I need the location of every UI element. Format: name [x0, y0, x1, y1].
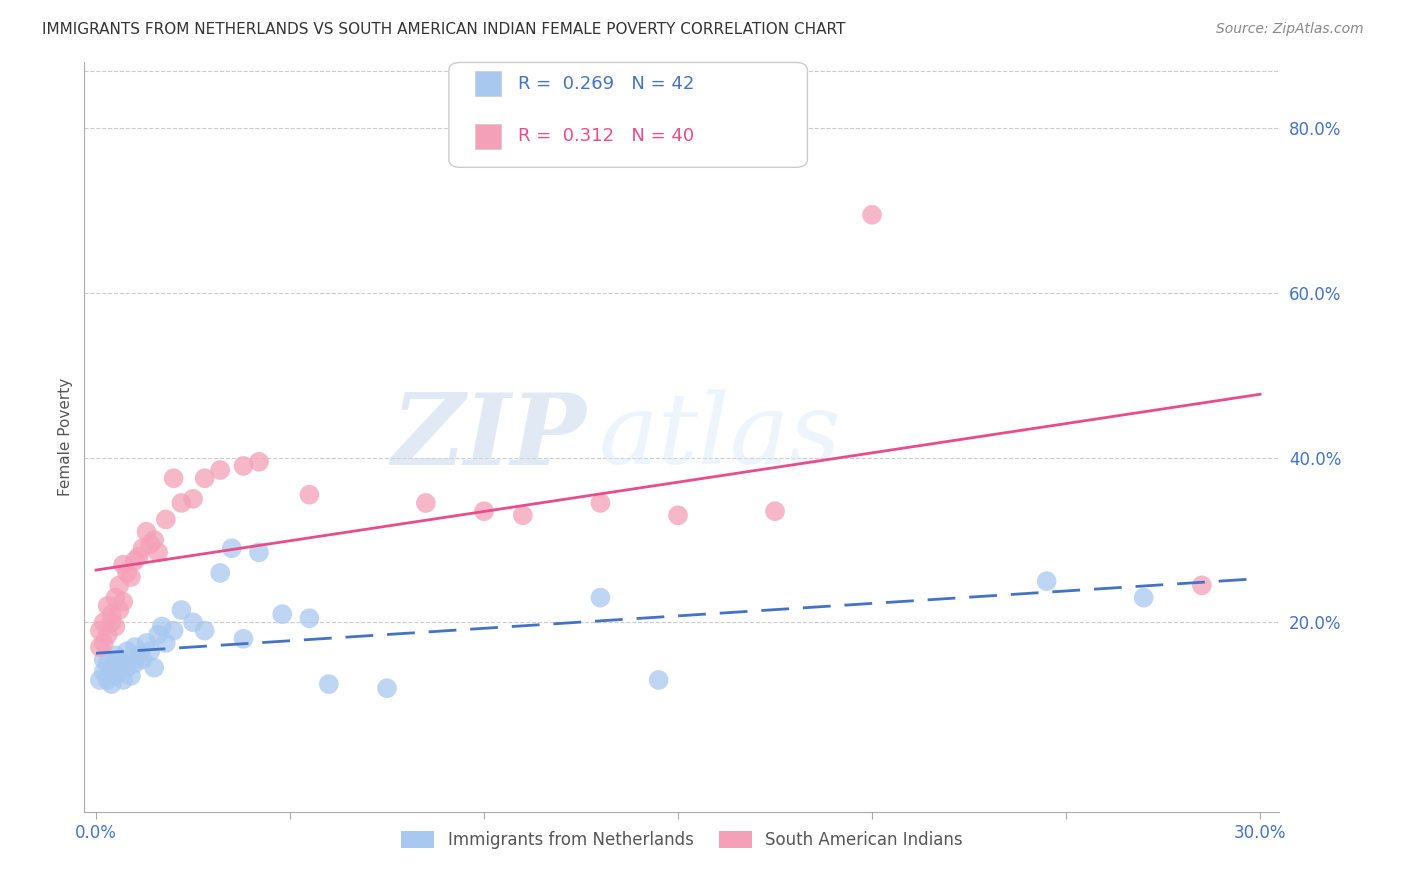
Point: [120, 669, 142, 683]
Point: [298, 488, 321, 502]
Point: [271, 607, 294, 621]
Text: Source: ZipAtlas.com: Source: ZipAtlas.com: [1216, 22, 1364, 37]
Point: [131, 541, 153, 556]
Point: [232, 632, 254, 646]
Text: R =  0.312   N = 40: R = 0.312 N = 40: [519, 128, 695, 145]
Point: [93, 652, 115, 666]
Point: [97, 657, 120, 671]
Point: [143, 533, 166, 547]
Point: [763, 504, 786, 518]
Point: [135, 524, 157, 539]
FancyBboxPatch shape: [475, 71, 502, 96]
Point: [89, 640, 111, 654]
Point: [181, 491, 204, 506]
Point: [194, 624, 217, 638]
Point: [115, 644, 138, 658]
Point: [124, 657, 146, 671]
Point: [860, 208, 883, 222]
Text: atlas: atlas: [599, 390, 841, 484]
Point: [108, 652, 131, 666]
Point: [108, 578, 131, 592]
Point: [1191, 578, 1213, 592]
Text: ZIP: ZIP: [391, 389, 586, 485]
Point: [97, 628, 120, 642]
Point: [666, 508, 689, 523]
Point: [221, 541, 243, 556]
Point: [209, 566, 232, 580]
Point: [131, 652, 153, 666]
Point: [124, 553, 146, 567]
Point: [647, 673, 669, 687]
Point: [143, 660, 166, 674]
Point: [139, 537, 162, 551]
Point: [472, 504, 495, 518]
Point: [100, 677, 122, 691]
Point: [97, 599, 120, 613]
Point: [170, 496, 193, 510]
Point: [112, 558, 135, 572]
Point: [162, 624, 184, 638]
Point: [104, 648, 127, 663]
Text: R =  0.269   N = 42: R = 0.269 N = 42: [519, 75, 695, 93]
Point: [128, 549, 150, 564]
Point: [415, 496, 437, 510]
Point: [104, 619, 127, 633]
Point: [209, 463, 232, 477]
Point: [512, 508, 534, 523]
Point: [375, 681, 398, 696]
Point: [112, 657, 135, 671]
Point: [100, 660, 122, 674]
Point: [155, 512, 177, 526]
Point: [108, 665, 131, 679]
Point: [162, 471, 184, 485]
Point: [146, 545, 169, 559]
Point: [97, 673, 120, 687]
Point: [115, 660, 138, 674]
Point: [89, 624, 111, 638]
Point: [247, 545, 270, 559]
Point: [318, 677, 340, 691]
Point: [104, 591, 127, 605]
Point: [1132, 591, 1154, 605]
Point: [139, 644, 162, 658]
Point: [112, 595, 135, 609]
Point: [120, 570, 142, 584]
Point: [104, 669, 127, 683]
Point: [155, 636, 177, 650]
Point: [170, 603, 193, 617]
Point: [150, 619, 173, 633]
Point: [93, 615, 115, 630]
Point: [232, 458, 254, 473]
Point: [247, 455, 270, 469]
Point: [589, 496, 612, 510]
Point: [181, 615, 204, 630]
Point: [146, 628, 169, 642]
Point: [128, 648, 150, 663]
FancyBboxPatch shape: [475, 124, 502, 149]
Point: [115, 566, 138, 580]
Point: [93, 636, 115, 650]
Point: [93, 665, 115, 679]
Point: [1035, 574, 1057, 589]
Point: [135, 636, 157, 650]
Point: [124, 640, 146, 654]
Point: [108, 603, 131, 617]
Point: [194, 471, 217, 485]
Point: [100, 607, 122, 621]
Point: [589, 591, 612, 605]
Point: [298, 611, 321, 625]
FancyBboxPatch shape: [449, 62, 807, 168]
Point: [112, 673, 135, 687]
Legend: Immigrants from Netherlands, South American Indians: Immigrants from Netherlands, South Ameri…: [394, 824, 970, 855]
Point: [100, 615, 122, 630]
Point: [89, 673, 111, 687]
Y-axis label: Female Poverty: Female Poverty: [58, 378, 73, 496]
Text: IMMIGRANTS FROM NETHERLANDS VS SOUTH AMERICAN INDIAN FEMALE POVERTY CORRELATION : IMMIGRANTS FROM NETHERLANDS VS SOUTH AME…: [42, 22, 845, 37]
